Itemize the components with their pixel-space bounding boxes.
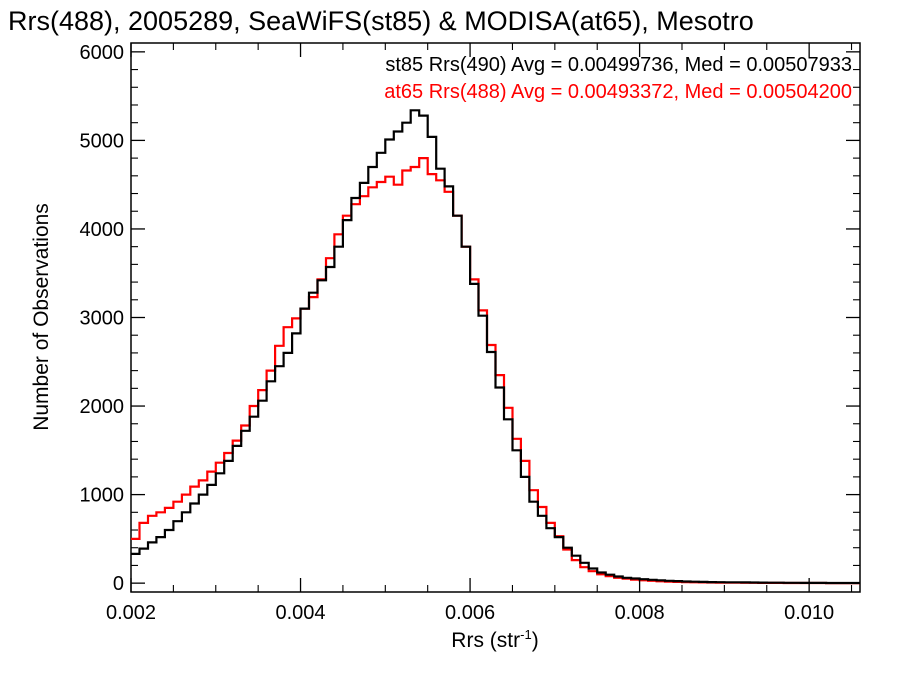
chart-title: Rrs(488), 2005289, SeaWiFS(st85) & MODIS… [8,6,754,36]
y-tick-label: 1000 [80,485,125,507]
y-tick-label: 6000 [80,42,125,64]
x-tick-label: 0.008 [615,602,665,624]
x-tick-label: 0.010 [784,602,834,624]
series-line-st85 [131,109,860,585]
y-tick-label: 4000 [80,219,125,241]
axis-ticks: 0.002 0.004 0.006 0.008 0.010 0 1000 2000 3000 40… [80,42,860,624]
plot-frame [130,42,861,593]
x-tick-label: 0.002 [106,602,156,624]
x-axis-label-prefix: Rrs (str [451,629,520,652]
x-axis-label: Rrs (str-1) [451,627,538,652]
x-axis-label-suffix: ) [532,629,539,652]
x-axis-label-superscript: -1 [520,627,532,642]
y-tick-label: 2000 [80,396,125,418]
x-tick-label: 0.006 [445,602,495,624]
series-layer [131,109,860,585]
legend-entry-st85: st85 Rrs(490) Avg = 0.00499736, Med = 0.… [385,54,852,76]
y-tick-label: 3000 [80,308,125,330]
legend: st85 Rrs(490) Avg = 0.00499736, Med = 0.… [384,54,852,103]
plot-area: 0.002 0.004 0.006 0.008 0.010 0 1000 2000 3000 40… [80,42,861,624]
y-tick-label: 0 [113,573,124,595]
x-tick-label: 0.004 [276,602,326,624]
legend-entry-at65: at65 Rrs(488) Avg = 0.00493372, Med = 0.… [384,81,852,103]
y-axis-label: Number of Observations [30,203,53,431]
y-tick-label: 5000 [80,130,125,152]
